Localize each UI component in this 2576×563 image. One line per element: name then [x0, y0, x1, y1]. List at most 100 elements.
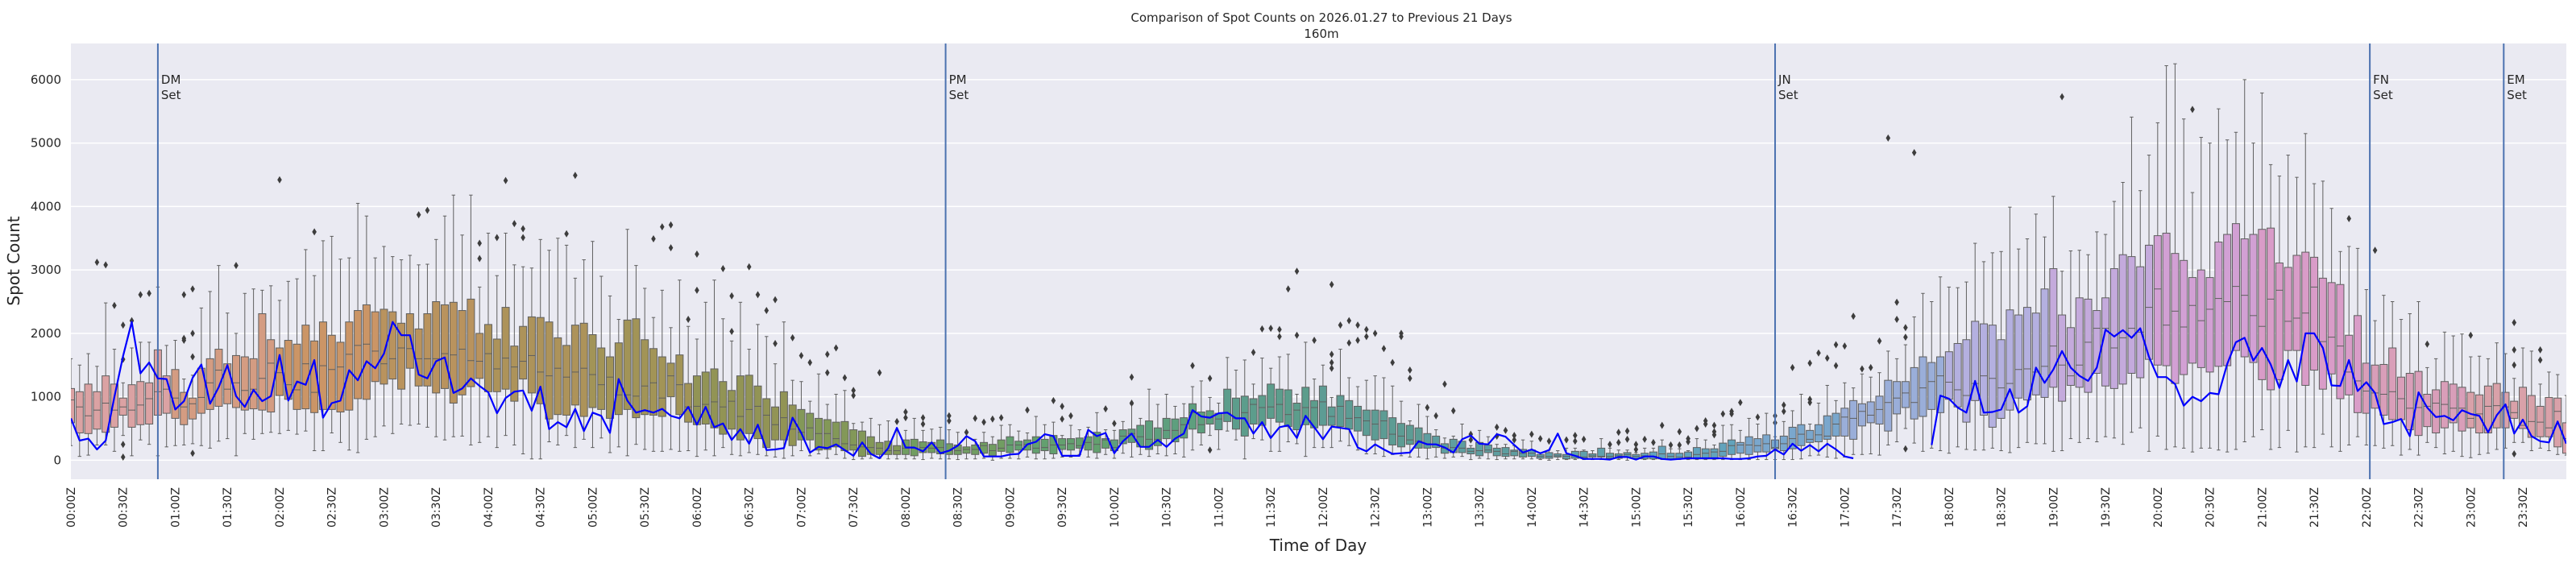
box-body [692, 375, 701, 425]
outlier-point [1268, 325, 1273, 333]
box-body [1267, 383, 1276, 419]
box-53 [527, 267, 536, 460]
outlier-point [1711, 431, 1717, 439]
x-tick-label: 22:30Z [2413, 487, 2426, 528]
outlier-point [825, 369, 830, 377]
box-body [753, 385, 762, 440]
outlier-point [2512, 450, 2517, 458]
box-126 [1162, 393, 1171, 457]
box-144 [1318, 364, 1327, 449]
box-285 [2545, 371, 2553, 452]
box-body [2301, 251, 2310, 386]
box-body [1849, 399, 1858, 440]
outlier-point [790, 333, 795, 342]
box-203 [1831, 399, 1840, 459]
outlier-point [147, 289, 151, 297]
outlier-point [1251, 349, 1256, 357]
box-272 [2432, 358, 2441, 449]
box-body [1944, 351, 1953, 400]
x-tick-label: 23:00Z [2465, 487, 2478, 528]
box-124 [1145, 388, 1154, 457]
outlier-point [1755, 413, 1761, 421]
box-body [171, 369, 180, 419]
box-43 [441, 215, 450, 441]
box-body [371, 311, 380, 383]
outlier-point [695, 250, 699, 258]
box-40 [414, 264, 423, 424]
box-body [1231, 397, 1240, 430]
outlier-point [729, 292, 734, 300]
box-38 [397, 259, 406, 424]
outlier-point [1372, 329, 1378, 337]
box-body [2536, 405, 2545, 437]
outlier-point [1807, 359, 1812, 367]
box-body [1405, 424, 1414, 445]
box-81 [771, 363, 780, 457]
outlier-point [729, 328, 734, 336]
box-50 [501, 232, 510, 437]
vertical-marker-label: Set [1778, 88, 1798, 102]
box-body [2022, 307, 2031, 401]
outlier-point [2512, 346, 2517, 354]
box-body [570, 325, 579, 406]
outlier-point [1677, 428, 1682, 436]
outlier-point [842, 374, 848, 382]
outlier-point [1668, 441, 1674, 449]
box-body [214, 349, 223, 407]
box-146 [1336, 349, 1345, 442]
box-33 [354, 202, 363, 453]
box-body [345, 321, 354, 411]
outlier-point [1607, 441, 1612, 449]
box-body [2336, 284, 2345, 399]
outlier-point [1390, 358, 1396, 366]
box-body [1744, 436, 1753, 455]
box-body [1692, 447, 1701, 460]
box-body [2519, 387, 2528, 429]
box-269 [2405, 313, 2414, 450]
box-body [2362, 362, 2371, 414]
box-body [2223, 234, 2232, 366]
box-body [1301, 387, 1310, 425]
box-164 [1492, 444, 1501, 461]
box-body [2379, 363, 2388, 416]
box-body [240, 356, 249, 411]
box-body [2093, 310, 2101, 374]
outlier-point [903, 408, 908, 416]
outlier-point [120, 441, 126, 449]
x-tick-label: 00:30Z [118, 487, 131, 528]
box-254 [2275, 176, 2284, 449]
x-tick-label: 21:30Z [2308, 487, 2321, 528]
box-0 [71, 358, 75, 446]
box-body [292, 343, 301, 410]
box-body [1719, 442, 1728, 457]
box-123 [1136, 417, 1145, 455]
box-body [2196, 269, 2205, 368]
box-136 [1249, 383, 1258, 440]
outlier-point [1911, 148, 1917, 156]
outlier-point [1442, 380, 1447, 388]
outlier-point [1338, 321, 1343, 329]
box-body [2162, 232, 2171, 366]
box-body [467, 298, 475, 387]
box-209 [1884, 350, 1893, 445]
box-282 [2519, 347, 2528, 443]
outlier-point [1068, 412, 1073, 420]
box-228 [2049, 196, 2058, 452]
box-body [2040, 288, 2049, 398]
box-87 [823, 404, 832, 459]
box-75 [719, 318, 728, 449]
box-body [1040, 438, 1049, 452]
box-244 [2188, 192, 2196, 453]
box-body [623, 319, 632, 410]
box-body [1857, 403, 1866, 427]
current-day-line [71, 321, 1854, 461]
box-body [2109, 268, 2118, 389]
box-204 [1840, 382, 1849, 457]
outlier-point [1468, 436, 1474, 444]
box-body [2405, 372, 2414, 431]
box-67 [649, 317, 657, 452]
outlier-point [877, 369, 882, 377]
vertical-marker-label: Set [949, 88, 969, 102]
box-body [1927, 362, 1936, 410]
box-195 [1762, 412, 1771, 461]
